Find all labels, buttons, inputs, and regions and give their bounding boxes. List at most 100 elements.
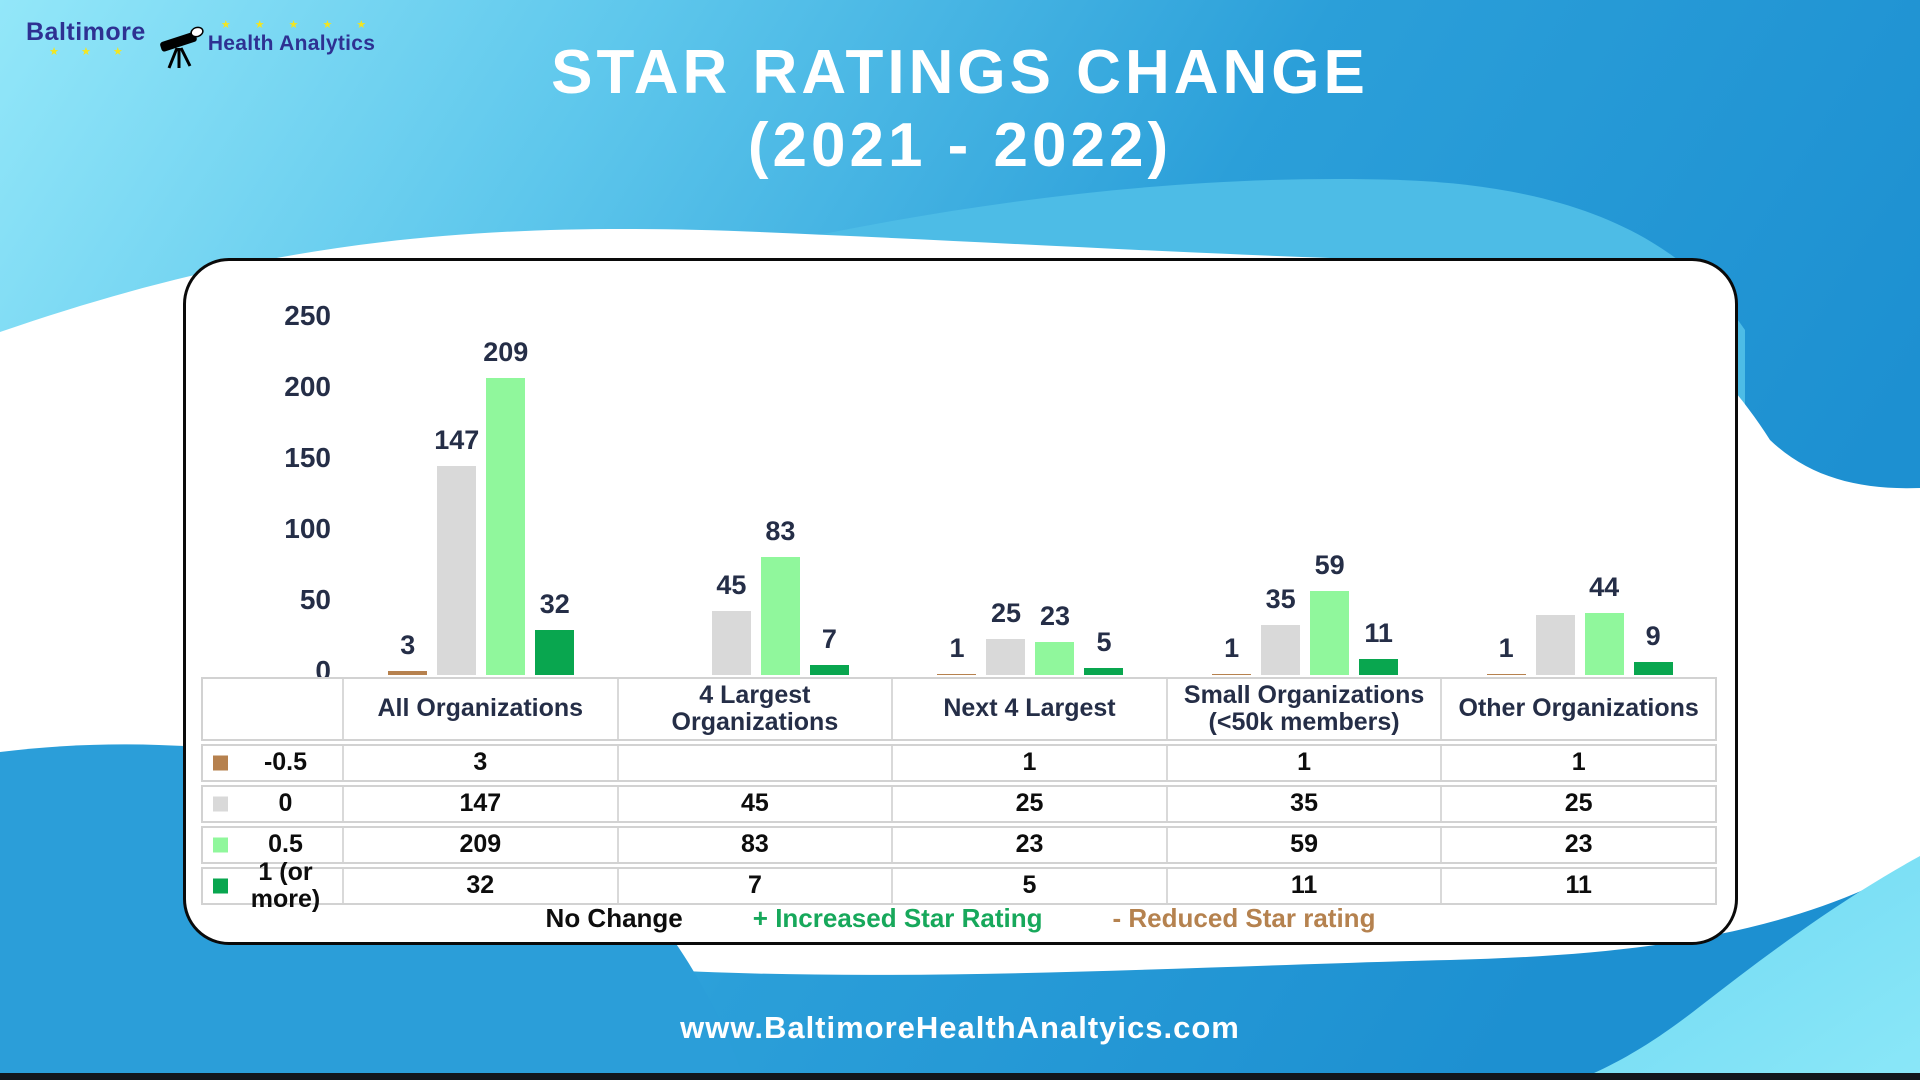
footer-url: www.BaltimoreHealthAnaltyics.com xyxy=(680,1010,1240,1045)
series-swatch xyxy=(213,796,228,812)
table-header-row: All Organizations 4 Largest Organizations… xyxy=(201,677,1717,741)
bar--0.5 xyxy=(1486,674,1526,675)
table-cell: 32 xyxy=(342,869,617,903)
bar-value-label: 32 xyxy=(539,589,570,619)
bar-value-label: 5 xyxy=(1096,627,1112,657)
bar-0.5 xyxy=(486,378,526,675)
bar-0 xyxy=(711,611,751,675)
y-axis-tick-label: 250 xyxy=(284,300,331,331)
y-axis-ticks: 250 200 150 100 50 0 xyxy=(186,261,336,686)
table-cell: 209 xyxy=(342,828,617,862)
logo-health-analytics-block: ★ ★ ★ ★ ★ Health Analytics xyxy=(208,18,375,56)
bar-0 xyxy=(1535,615,1575,675)
bar-1 (or more) xyxy=(1633,662,1673,675)
bar-slot xyxy=(1535,261,1575,675)
table-cell: 11 xyxy=(1440,869,1715,903)
bar-value-label: 11 xyxy=(1364,618,1393,648)
bar-slot: 11 xyxy=(1359,261,1399,675)
table-cell: 23 xyxy=(1440,828,1715,862)
bar-value-label: 83 xyxy=(765,516,796,546)
category-header-cell: 4 Largest Organizations xyxy=(616,679,892,739)
legend-item: - Reduced Star rating xyxy=(1112,903,1376,933)
table-cell: 1 xyxy=(891,746,1166,780)
logo-health-analytics-text: Health Analytics xyxy=(207,32,376,55)
table-cell: 23 xyxy=(891,828,1166,862)
bar-value-label: 1 xyxy=(1498,633,1514,663)
bar-slot: 5 xyxy=(1084,261,1124,675)
bar-value-label: 23 xyxy=(1039,601,1071,631)
table-cell xyxy=(616,746,892,780)
table-cell: 25 xyxy=(1440,787,1715,821)
logo-baltimore-text: Baltimore xyxy=(26,18,146,46)
bar-slot: 32 xyxy=(535,261,575,675)
table-cell: 59 xyxy=(1165,828,1441,862)
table-cell: 25 xyxy=(891,787,1166,821)
bar-1 (or more) xyxy=(1359,659,1399,675)
baltimore-health-analytics-logo: Baltimore ★ ★ ★ ★ ★ ★ ★ ★ Health Analytics xyxy=(26,18,375,72)
bottom-edge-strip xyxy=(0,1073,1920,1080)
bar-group: 1 35 59 11 xyxy=(1168,261,1443,675)
bar-slot: 1 xyxy=(937,261,977,675)
data-table: All Organizations 4 Largest Organizations… xyxy=(201,677,1717,913)
bar-slot: 1 xyxy=(1212,261,1252,675)
series-swatch xyxy=(213,837,228,853)
legend-item: + Increased Star Rating xyxy=(752,903,1043,933)
bar-0 xyxy=(1261,625,1301,675)
bar-value-label: 25 xyxy=(990,598,1022,628)
bar-1 (or more) xyxy=(809,665,849,675)
bar-0 xyxy=(437,466,477,675)
bar-0.5 xyxy=(1035,642,1075,675)
table-cell: 1 xyxy=(1165,746,1441,780)
bar-slot: 83 xyxy=(760,261,800,675)
bar-slot: 59 xyxy=(1310,261,1350,675)
bar-slot: 1 xyxy=(1486,261,1526,675)
table-row: -0.5 3 1 1 1 xyxy=(201,744,1717,782)
y-axis-tick-label: 150 xyxy=(284,442,331,473)
bar-value-label: 45 xyxy=(716,570,747,600)
table-row: 0 147 45 25 35 25 xyxy=(201,785,1717,823)
table-cell: 5 xyxy=(891,869,1166,903)
bar-value-label: 44 xyxy=(1589,572,1620,602)
bar--0.5 xyxy=(388,671,428,675)
table-cell: 35 xyxy=(1165,787,1441,821)
chart-legend: No Change + Increased Star Rating - Reduce… xyxy=(186,903,1735,934)
y-axis-tick-label: 200 xyxy=(284,371,331,402)
bar-value-label: 3 xyxy=(400,630,416,660)
bar-slot: 25 xyxy=(986,261,1026,675)
table-cell: 3 xyxy=(342,746,617,780)
legend-item: No Change xyxy=(545,903,683,933)
plot-area: 3 147 209 32 45 83 7 1 25 23 5 1 35 59 11 1 44 9 xyxy=(344,261,1717,675)
bar-group: 1 25 23 5 xyxy=(893,261,1168,675)
bar--0.5 xyxy=(1212,674,1252,675)
series-legend-cell: 0 xyxy=(203,787,342,821)
bar-slot: 35 xyxy=(1261,261,1301,675)
chart-card: 250 200 150 100 50 0 3 147 209 32 45 83 7 1 25 23 5 1 35 5… xyxy=(183,258,1738,945)
series-label: -0.5 xyxy=(263,748,308,777)
series-swatch xyxy=(213,878,228,894)
series-label: 0.5 xyxy=(268,830,303,859)
telescope-icon xyxy=(159,26,204,69)
bar-value-label: 59 xyxy=(1314,550,1345,580)
logo-stars-bottom: ★ ★ ★ xyxy=(49,46,123,58)
category-header-cell: Next 4 Largest xyxy=(891,679,1166,739)
bar-0.5 xyxy=(1310,591,1350,675)
table-row: 0.5 209 83 23 59 23 xyxy=(201,826,1717,864)
bar-value-label: 1 xyxy=(949,633,965,663)
series-legend-cell: 1 (or more) xyxy=(203,858,342,913)
table-cell: 83 xyxy=(616,828,892,862)
series-swatch xyxy=(213,755,228,771)
table-cell: 1 xyxy=(1440,746,1715,780)
bar-slot: 209 xyxy=(483,261,529,675)
bar-value-label: 35 xyxy=(1265,584,1296,614)
bar-value-label: 9 xyxy=(1645,621,1661,651)
bar-value-label: 1 xyxy=(1224,633,1240,663)
page-title-line2: (2021 - 2022) xyxy=(747,111,1173,181)
bottom-right-wave xyxy=(1578,856,1920,1080)
table-corner-cell xyxy=(203,679,342,739)
bar-1 (or more) xyxy=(535,630,575,675)
table-cell: 7 xyxy=(616,869,892,903)
table-cell: 45 xyxy=(616,787,892,821)
bar-value-label: 209 xyxy=(483,337,529,367)
bar-slot xyxy=(663,261,702,675)
